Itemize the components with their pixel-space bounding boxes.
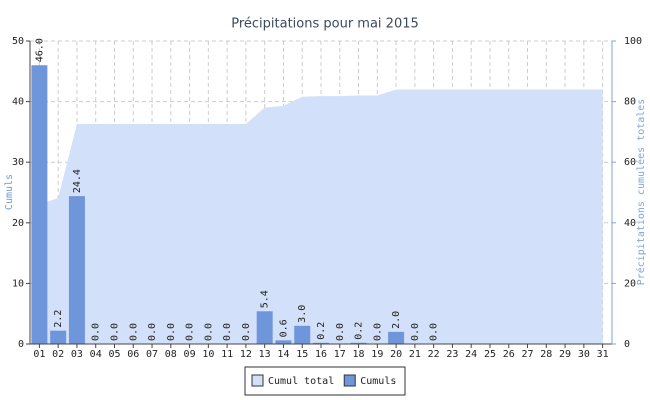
- value-label: 0.2: [354, 322, 365, 340]
- bar: [68, 196, 85, 344]
- x-tick-label: 28: [540, 349, 552, 360]
- y-tick-label: 0: [18, 339, 24, 350]
- value-label: 46.0: [34, 38, 45, 62]
- x-tick-label: 30: [578, 349, 590, 360]
- chart-title: Précipitations pour mai 2015: [231, 17, 419, 32]
- value-label: 3.0: [297, 305, 308, 323]
- bar: [31, 65, 48, 345]
- value-label: 0.0: [128, 323, 139, 341]
- bar: [313, 342, 329, 344]
- value-label: 2.2: [53, 310, 64, 328]
- x-tick-label: 06: [127, 349, 139, 360]
- x-tick-label: 20: [390, 349, 402, 360]
- x-tick-label: 26: [503, 349, 515, 360]
- y2-tick-label: 40: [624, 218, 636, 229]
- value-label: 0.0: [91, 323, 102, 341]
- y2-tick-label: 0: [624, 339, 630, 350]
- x-tick-label: 14: [277, 349, 289, 360]
- y2-tick-label: 80: [624, 97, 636, 108]
- x-tick-label: 01: [33, 349, 45, 360]
- x-tick-label: 24: [465, 349, 477, 360]
- value-label: 0.0: [241, 323, 252, 341]
- legend-swatch: [251, 374, 264, 387]
- y-tick-label: 50: [12, 36, 24, 47]
- y2-tick-label: 60: [624, 157, 636, 168]
- plot-area: 46.0 2.2 24.4 0.0 0.0 0.0 0.0 0.0 0.0 0.0 0.0 0.0 5.…: [30, 38, 612, 345]
- x-tick-label: 23: [446, 349, 458, 360]
- y2-axis-label: Précipitations cumulées totales: [635, 99, 647, 286]
- y2-tick-label: 100: [624, 36, 642, 47]
- value-label: 0.0: [335, 323, 346, 341]
- x-tick-label: 05: [108, 349, 120, 360]
- value-label: 0.0: [203, 323, 214, 341]
- x-tick-label: 02: [52, 349, 64, 360]
- value-label: 0.0: [147, 323, 158, 341]
- x-tick-label: 29: [559, 349, 571, 360]
- value-label: 0.0: [166, 323, 177, 341]
- x-tick-label: 12: [240, 349, 252, 360]
- bar: [256, 311, 273, 344]
- value-label: 24.4: [72, 169, 83, 193]
- bar: [275, 340, 292, 344]
- value-label: 0.0: [222, 323, 233, 341]
- x-tick-label: 17: [334, 349, 346, 360]
- bar: [388, 331, 405, 344]
- x-tick-label: 31: [597, 349, 609, 360]
- bar: [350, 342, 367, 344]
- bar: [294, 325, 311, 344]
- y-tick-label: 30: [12, 157, 24, 168]
- value-label: 0.0: [372, 323, 383, 341]
- bar: [50, 330, 67, 344]
- value-label: 0.2: [316, 322, 327, 340]
- x-tick-label: 10: [202, 349, 214, 360]
- y2-tick-label: 20: [624, 278, 636, 289]
- value-label: 0.0: [429, 323, 440, 341]
- x-tick-label: 27: [521, 349, 533, 360]
- legend-label: Cumuls: [360, 376, 396, 387]
- x-tick-label: 19: [371, 349, 383, 360]
- x-tick-label: 08: [165, 349, 177, 360]
- value-label: 0.0: [410, 323, 421, 341]
- legend-box: [244, 366, 406, 396]
- value-label: 0.0: [185, 323, 196, 341]
- y-tick-label: 40: [12, 97, 24, 108]
- x-tick-label: 25: [484, 349, 496, 360]
- x-tick-label: 07: [146, 349, 158, 360]
- value-label: 5.4: [260, 290, 271, 308]
- legend-label: Cumul total: [268, 376, 334, 387]
- x-tick-label: 13: [259, 349, 271, 360]
- x-tick-label: 09: [184, 349, 196, 360]
- y-axis-label: Cumuls: [4, 174, 15, 210]
- x-tick-label: 03: [71, 349, 83, 360]
- value-label: 2.0: [391, 311, 402, 329]
- x-tick-label: 15: [296, 349, 308, 360]
- legend-swatch: [343, 374, 356, 387]
- value-label: 0.6: [278, 319, 289, 337]
- y-tick-label: 10: [12, 278, 24, 289]
- y-tick-label: 20: [12, 218, 24, 229]
- x-tick-label: 04: [90, 349, 102, 360]
- x-tick-label: 18: [353, 349, 365, 360]
- x-tick-label: 11: [221, 349, 233, 360]
- area: [39, 89, 603, 344]
- x-tick-label: 21: [409, 349, 421, 360]
- x-tick-label: 16: [315, 349, 327, 360]
- x-tick-label: 22: [428, 349, 440, 360]
- value-label: 0.0: [109, 323, 120, 341]
